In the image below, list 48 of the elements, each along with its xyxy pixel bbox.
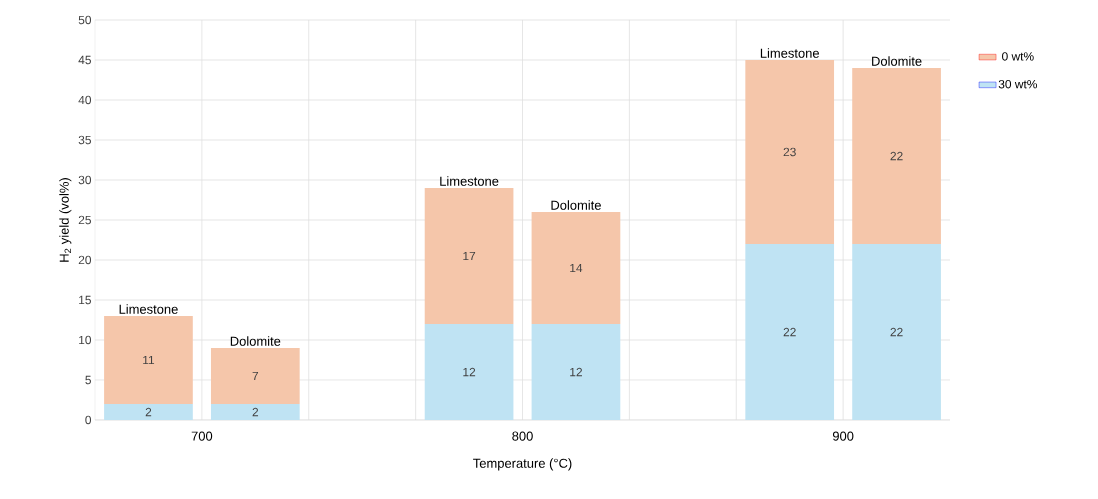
y-axis-title: H$_{2}$ yield (vol%) (59, 178, 72, 262)
x-tick-label: Dolomite (872, 56, 922, 66)
x-tick-label: Dolomite (230, 336, 281, 346)
data-label: 17 (463, 251, 476, 261)
data-label: 14 (570, 263, 583, 273)
x-tick-label: Limestone (440, 176, 499, 186)
bar (210, 347, 300, 404)
data-label: 23 (783, 147, 796, 157)
y-tick-label: 15 (79, 295, 91, 305)
bar (424, 323, 514, 420)
data-label: 11 (143, 355, 155, 365)
bar (745, 59, 835, 244)
data-label: 22 (890, 151, 903, 161)
data-label: 7 (252, 371, 259, 381)
legend-label: 30 wt% (998, 79, 1038, 89)
y-tick-label: 35 (78, 135, 91, 145)
text: 800 (512, 431, 533, 441)
x-tick-label: Limestone (760, 48, 819, 58)
x-tick-label: Dolomite (551, 200, 601, 210)
bar (531, 323, 621, 420)
y-tick-label: 25 (78, 215, 91, 225)
y-tick-label: 20 (78, 255, 92, 265)
bar (852, 67, 941, 244)
bar (531, 211, 621, 324)
y-tick-label: 10 (79, 335, 92, 345)
bar (210, 403, 300, 420)
data-label: 2 (145, 407, 152, 417)
bar (745, 243, 835, 420)
y-tick-label: 5 (85, 375, 91, 385)
legend-label: 0 wt% (1002, 52, 1034, 61)
y-tick-label: 0 (85, 415, 92, 425)
y-tick-label: 45 (78, 55, 91, 65)
data-label: 22 (783, 327, 796, 337)
text: 900 (832, 431, 854, 441)
data-label: 2 (252, 407, 259, 417)
text: 700 (191, 431, 213, 441)
y-tick-label: 30 (78, 175, 92, 185)
bar (852, 243, 941, 420)
x-tick-label: Limestone (119, 304, 178, 314)
bar (104, 403, 193, 420)
data-label: 12 (570, 367, 582, 377)
y-tick-label: 40 (78, 95, 92, 105)
y-tick-label: 50 (78, 15, 92, 25)
bar (424, 187, 514, 324)
data-label: 22 (890, 327, 903, 337)
x-axis-title: Temperature (°C) (473, 458, 572, 471)
bar (104, 315, 193, 404)
data-label: 12 (463, 367, 476, 377)
